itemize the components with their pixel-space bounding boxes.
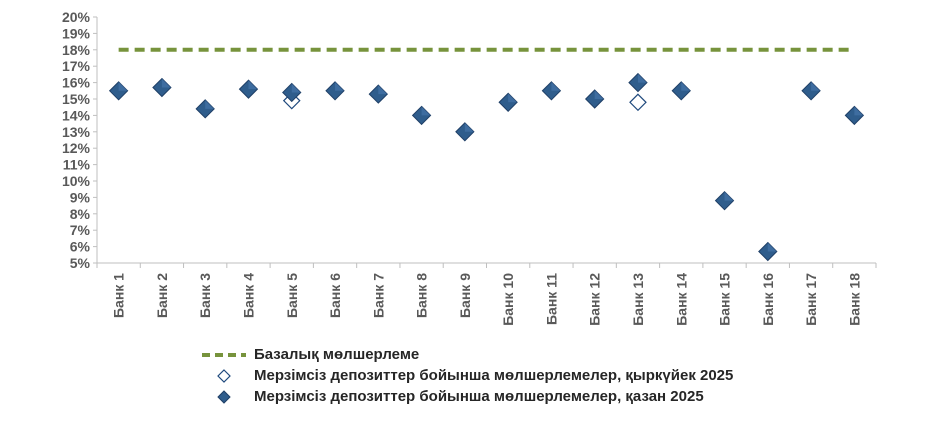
x-axis: Банк 1 Банк 2 Банк 3 Банк 4 Банк 5 Банк 6 Банк… <box>96 262 877 326</box>
october-point-highlight <box>291 83 301 93</box>
october-point-highlight <box>854 106 864 116</box>
y-tick-label: 7% <box>70 222 91 238</box>
x-tick-label: Банк 16 <box>760 273 776 326</box>
x-tick-label: Банк 13 <box>630 273 646 326</box>
october-point-highlight <box>767 242 777 252</box>
y-tick-label: 6% <box>70 239 91 255</box>
legend-label: Базалық мөлшерлеме <box>254 346 420 363</box>
legend-item-base-rate: Базалық мөлшерлеме <box>200 344 733 365</box>
y-tick-label: 12% <box>62 140 91 156</box>
legend-dashed-line-icon <box>200 347 248 363</box>
x-tick-label: Банк 18 <box>846 273 862 326</box>
october-point-highlight <box>248 80 258 90</box>
legend-label: Мерзімсіз депозиттер бойынша мөлшерлемел… <box>254 388 704 405</box>
y-tick-label: 18% <box>62 42 91 58</box>
october-point-highlight <box>724 191 734 201</box>
x-tick-label: Банк 1 <box>111 273 127 318</box>
x-tick-label: Банк 15 <box>717 273 733 326</box>
series-layer <box>108 47 865 262</box>
legend-item-september: Мерзімсіз депозиттер бойынша мөлшерлемел… <box>200 365 733 386</box>
x-tick-label: Банк 11 <box>543 273 559 325</box>
y-tick-label: 11% <box>63 157 91 173</box>
y-tick-label: 9% <box>70 189 91 205</box>
y-tick-label: 17% <box>62 58 91 74</box>
october-point-highlight <box>161 78 171 88</box>
september-point <box>629 93 647 112</box>
x-tick-label: Банк 8 <box>414 273 430 318</box>
x-tick-label: Банк 10 <box>500 273 516 326</box>
legend-item-october: Мерзімсіз депозиттер бойынша мөлшерлемел… <box>200 386 733 407</box>
y-tick-label: 16% <box>62 75 91 91</box>
october-point-highlight <box>378 85 388 95</box>
october-point-highlight <box>594 90 604 99</box>
legend: Базалық мөлшерлеме Мерзімсіз депозиттер … <box>200 344 733 407</box>
x-tick-label: Банк 7 <box>370 273 386 318</box>
legend-label: Мерзімсіз депозиттер бойынша мөлшерлемел… <box>254 367 734 384</box>
x-tick-label: Банк 6 <box>327 273 343 318</box>
y-axis: 5%6%7%8%9%10%11%12%13%14%15%16%17%18%19%… <box>62 9 98 271</box>
october-point-highlight <box>421 106 431 116</box>
october-point-highlight <box>811 81 821 91</box>
october-point-highlight <box>681 81 691 91</box>
x-tick-label: Банк 2 <box>154 273 170 318</box>
x-tick-label: Банк 5 <box>284 273 300 318</box>
x-tick-label: Банк 9 <box>457 273 473 318</box>
october-point-highlight <box>118 81 128 91</box>
legend-filled-diamond-icon <box>200 389 248 405</box>
october-point-highlight <box>637 73 647 83</box>
october-point-highlight <box>205 99 215 109</box>
october-point-highlight <box>464 122 474 132</box>
y-tick-label: 19% <box>62 25 91 41</box>
x-tick-label: Банк 17 <box>803 273 819 326</box>
y-tick-label: 10% <box>62 173 91 189</box>
x-tick-label: Банк 14 <box>673 273 689 326</box>
legend-hollow-diamond-icon <box>200 368 248 384</box>
x-tick-label: Банк 3 <box>197 273 213 318</box>
x-tick-label: Банк 4 <box>240 273 256 318</box>
x-tick-label: Банк 12 <box>587 273 603 326</box>
y-tick-label: 13% <box>62 124 91 140</box>
y-tick-label: 20% <box>62 9 91 25</box>
october-point-highlight <box>335 81 345 91</box>
y-tick-label: 15% <box>62 91 91 107</box>
y-tick-label: 8% <box>70 206 91 222</box>
october-point-highlight <box>508 93 518 103</box>
y-tick-label: 14% <box>62 107 91 123</box>
y-tick-label: 5% <box>70 255 91 271</box>
october-point-highlight <box>551 81 561 91</box>
